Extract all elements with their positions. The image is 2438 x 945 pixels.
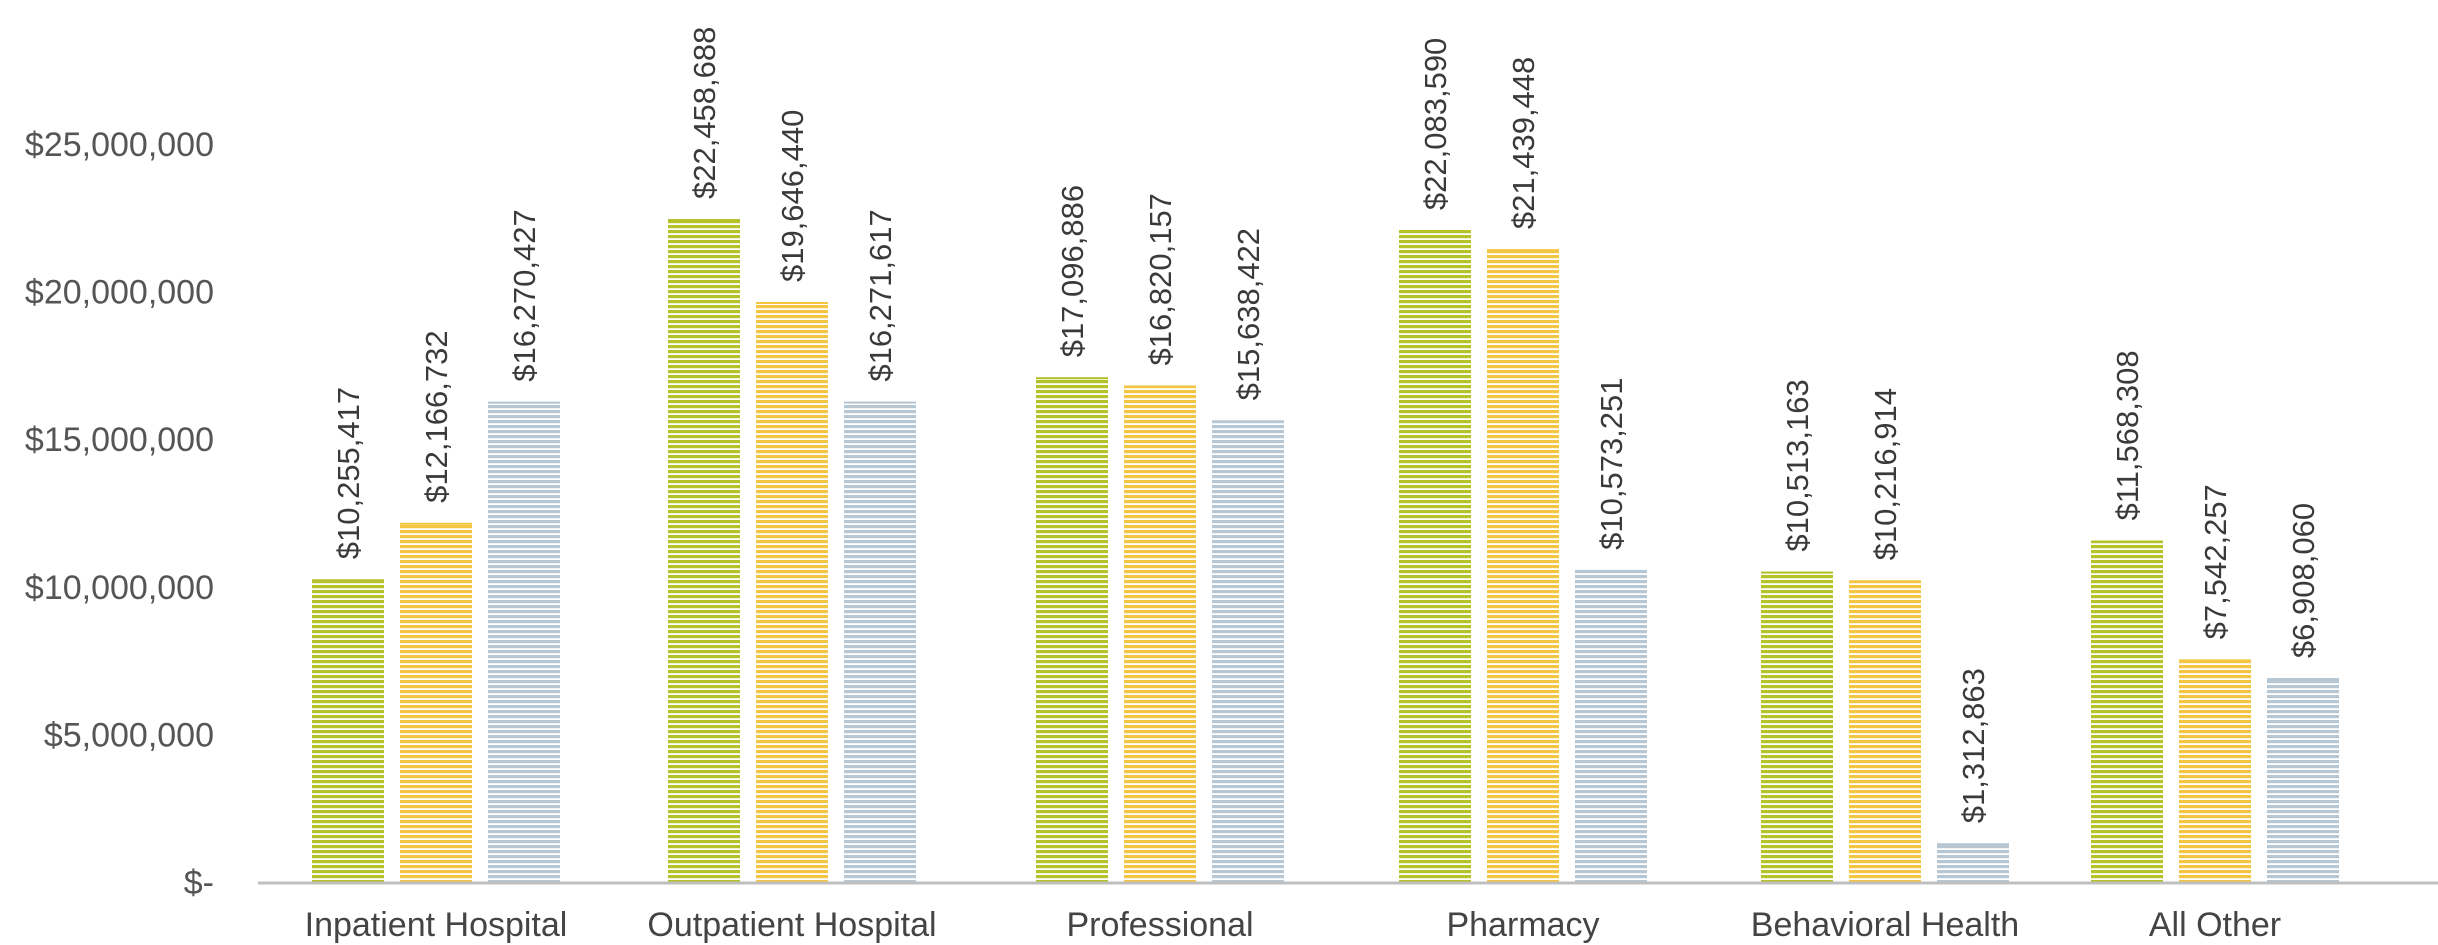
x-category-label: All Other <box>2149 906 2281 944</box>
bar <box>1761 571 1833 882</box>
data-label: $10,216,914 <box>1868 388 1903 560</box>
bar <box>488 401 560 882</box>
bar <box>1937 843 2009 882</box>
data-label: $12,166,732 <box>419 330 454 502</box>
bar <box>400 522 472 882</box>
y-tick-label: $- <box>184 864 214 902</box>
data-label: $17,096,886 <box>1055 185 1090 357</box>
data-labels: $10,255,417 $12,166,732 $16,270,427 $22,458… <box>331 27 2321 824</box>
data-label: $10,255,417 <box>331 387 366 559</box>
bar <box>1575 569 1647 882</box>
bar <box>1399 230 1471 883</box>
bar <box>1124 385 1196 882</box>
data-label: $1,312,863 <box>1956 668 1991 823</box>
x-category-label: Pharmacy <box>1446 906 1599 944</box>
bar <box>844 401 916 882</box>
x-axis: Inpatient Hospital Outpatient Hospital Pro… <box>305 906 2282 944</box>
y-tick-label: $5,000,000 <box>44 716 214 754</box>
data-label: $11,568,308 <box>2110 350 2145 520</box>
data-label: $22,458,688 <box>687 27 722 199</box>
x-category-label: Professional <box>1066 906 1253 944</box>
data-label: $21,439,448 <box>1506 57 1541 229</box>
y-tick-label: $15,000,000 <box>25 421 214 459</box>
bar <box>1487 249 1559 883</box>
bar <box>668 219 740 882</box>
x-category-label: Outpatient Hospital <box>647 906 936 944</box>
x-category-label: Behavioral Health <box>1751 906 2019 944</box>
data-label: $16,271,617 <box>863 209 898 381</box>
bar <box>2267 678 2339 882</box>
data-label: $6,908,060 <box>2286 503 2321 658</box>
bar <box>1036 377 1108 882</box>
y-tick-label: $20,000,000 <box>25 274 214 312</box>
data-label: $10,573,251 <box>1594 377 1629 549</box>
data-label: $22,083,590 <box>1418 38 1453 210</box>
bar <box>1849 580 1921 882</box>
bar <box>1212 420 1284 882</box>
data-label: $19,646,440 <box>775 110 810 282</box>
y-tick-label: $10,000,000 <box>25 569 214 607</box>
data-label: $15,638,422 <box>1231 228 1266 400</box>
x-category-label: Inpatient Hospital <box>305 906 568 944</box>
bars <box>312 219 2339 883</box>
data-label: $16,270,427 <box>507 209 542 381</box>
bar <box>756 302 828 882</box>
data-label: $7,542,257 <box>2198 484 2233 639</box>
y-axis: $- $5,000,000 $10,000,000 $15,000,000 $20,00… <box>25 126 214 902</box>
data-label: $10,513,163 <box>1780 379 1815 551</box>
bar <box>2091 540 2163 882</box>
bar <box>312 579 384 882</box>
data-label: $16,820,157 <box>1143 193 1178 365</box>
y-tick-label: $25,000,000 <box>25 126 214 164</box>
bar <box>2179 659 2251 882</box>
